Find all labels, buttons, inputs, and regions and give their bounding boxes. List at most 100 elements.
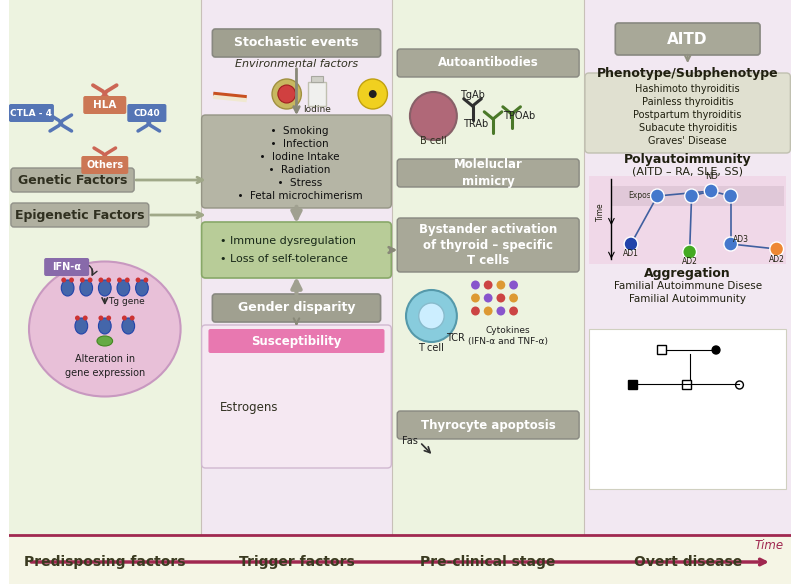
Text: Time: Time xyxy=(596,203,605,221)
Text: Subacute thyroiditis: Subacute thyroiditis xyxy=(638,123,737,133)
Ellipse shape xyxy=(75,318,88,334)
Text: CD40: CD40 xyxy=(134,109,160,117)
Circle shape xyxy=(117,277,122,283)
Circle shape xyxy=(80,277,85,283)
Text: Gender disparity: Gender disparity xyxy=(238,301,355,315)
Circle shape xyxy=(685,189,698,203)
Circle shape xyxy=(624,237,638,251)
Bar xyxy=(589,329,786,489)
Text: Hashimoto thyroiditis: Hashimoto thyroiditis xyxy=(635,84,740,94)
Text: Genetic Factors: Genetic Factors xyxy=(18,173,127,186)
Text: TgAb: TgAb xyxy=(460,90,485,100)
Text: Alteration in
gene expression: Alteration in gene expression xyxy=(65,354,145,378)
Text: Iodine: Iodine xyxy=(303,106,331,114)
Bar xyxy=(611,186,785,206)
Text: •  Radiation: • Radiation xyxy=(262,165,330,175)
Text: HLA: HLA xyxy=(93,100,117,110)
Circle shape xyxy=(770,242,783,256)
Ellipse shape xyxy=(135,280,148,296)
Circle shape xyxy=(135,277,141,283)
FancyBboxPatch shape xyxy=(212,294,381,322)
FancyBboxPatch shape xyxy=(11,168,134,192)
Circle shape xyxy=(358,79,387,109)
Bar xyxy=(658,345,666,354)
Text: CTLA - 4: CTLA - 4 xyxy=(10,109,53,117)
Text: Familial Autoimmunity: Familial Autoimmunity xyxy=(629,294,746,304)
FancyBboxPatch shape xyxy=(398,159,579,187)
FancyBboxPatch shape xyxy=(398,411,579,439)
Circle shape xyxy=(82,315,88,321)
Ellipse shape xyxy=(117,280,130,296)
Text: Postpartum thyroiditis: Postpartum thyroiditis xyxy=(634,110,742,120)
Text: Fas: Fas xyxy=(402,436,418,446)
Circle shape xyxy=(704,184,718,198)
Circle shape xyxy=(98,315,103,321)
Text: Environmental factors: Environmental factors xyxy=(235,59,358,69)
Text: B cell: B cell xyxy=(420,136,446,146)
Circle shape xyxy=(682,245,697,259)
Text: Aggregation: Aggregation xyxy=(644,267,731,280)
Text: Polyautoimmunity: Polyautoimmunity xyxy=(624,152,751,165)
Text: • Immune dysregulation: • Immune dysregulation xyxy=(220,236,356,246)
Text: Bystander activation
of thyroid – specific
T cells: Bystander activation of thyroid – specif… xyxy=(419,223,558,267)
Circle shape xyxy=(88,277,93,283)
Circle shape xyxy=(509,280,518,290)
Text: AD3: AD3 xyxy=(733,235,749,244)
Text: TCR: TCR xyxy=(446,333,466,343)
Text: Tg gene: Tg gene xyxy=(108,297,145,307)
Circle shape xyxy=(497,307,506,315)
Text: •  Fetal microchimerism: • Fetal microchimerism xyxy=(230,191,362,201)
Text: Time: Time xyxy=(754,539,783,552)
Text: AD1: AD1 xyxy=(623,249,639,259)
FancyBboxPatch shape xyxy=(9,104,54,122)
Text: Susceptibility: Susceptibility xyxy=(251,335,342,347)
Text: TRAb: TRAb xyxy=(463,119,488,129)
Circle shape xyxy=(278,85,295,103)
Bar xyxy=(9,0,201,535)
Bar xyxy=(628,380,637,389)
Circle shape xyxy=(122,315,126,321)
Text: Predisposing factors: Predisposing factors xyxy=(24,555,186,569)
Circle shape xyxy=(497,294,506,303)
Circle shape xyxy=(69,277,74,283)
Text: •  Iodine Intake: • Iodine Intake xyxy=(254,152,340,162)
Text: Estrogens: Estrogens xyxy=(220,401,278,413)
Bar xyxy=(392,0,584,535)
Text: Autoantibodies: Autoantibodies xyxy=(438,57,538,69)
Circle shape xyxy=(272,79,302,109)
Text: • Loss of self-tolerance: • Loss of self-tolerance xyxy=(220,254,348,264)
Text: •  Smoking: • Smoking xyxy=(264,126,329,136)
FancyBboxPatch shape xyxy=(589,176,786,264)
Text: Exposure: Exposure xyxy=(628,192,663,200)
Circle shape xyxy=(410,92,457,140)
Circle shape xyxy=(724,237,738,251)
Circle shape xyxy=(406,290,457,342)
Text: Pre-clinical stage: Pre-clinical stage xyxy=(421,555,556,569)
FancyBboxPatch shape xyxy=(398,49,579,77)
Circle shape xyxy=(724,189,738,203)
Circle shape xyxy=(509,294,518,303)
Circle shape xyxy=(484,294,493,303)
FancyBboxPatch shape xyxy=(202,115,391,208)
Circle shape xyxy=(62,277,66,283)
Ellipse shape xyxy=(29,262,181,397)
FancyBboxPatch shape xyxy=(127,104,166,122)
Text: Others: Others xyxy=(86,160,123,170)
Ellipse shape xyxy=(122,318,134,334)
Bar xyxy=(682,380,690,389)
FancyBboxPatch shape xyxy=(44,258,89,276)
Text: •  Infection: • Infection xyxy=(264,139,329,149)
FancyBboxPatch shape xyxy=(212,29,381,57)
Bar xyxy=(584,0,791,535)
Text: Overt disease: Overt disease xyxy=(634,555,742,569)
Text: Familial Autoimmune Disese: Familial Autoimmune Disese xyxy=(614,281,762,291)
Bar xyxy=(9,535,791,584)
Bar xyxy=(311,76,323,82)
Circle shape xyxy=(75,315,80,321)
Circle shape xyxy=(369,90,377,98)
FancyBboxPatch shape xyxy=(615,23,760,55)
Circle shape xyxy=(98,277,103,283)
Text: •  Stress: • Stress xyxy=(271,178,322,188)
Ellipse shape xyxy=(97,336,113,346)
Ellipse shape xyxy=(80,280,93,296)
